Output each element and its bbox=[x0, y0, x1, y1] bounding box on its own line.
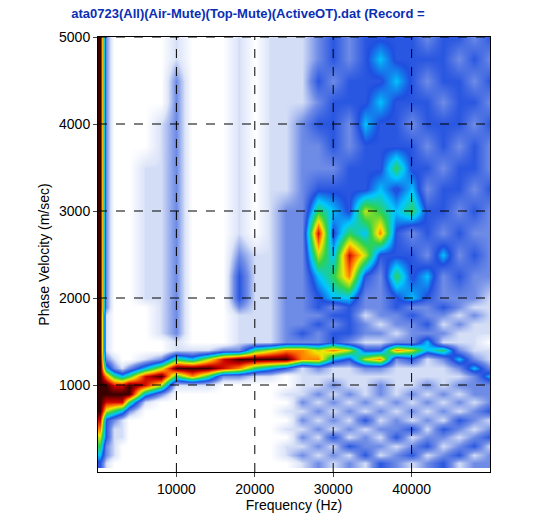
svg-text:40000: 40000 bbox=[392, 481, 431, 497]
svg-text:2000: 2000 bbox=[59, 290, 90, 306]
svg-text:30000: 30000 bbox=[314, 481, 353, 497]
svg-text:Phase Velocity (m/sec): Phase Velocity (m/sec) bbox=[36, 183, 52, 325]
svg-text:5000: 5000 bbox=[59, 29, 90, 45]
svg-text:10000: 10000 bbox=[157, 481, 196, 497]
svg-text:20000: 20000 bbox=[235, 481, 274, 497]
svg-text:Frequency (Hz): Frequency (Hz) bbox=[246, 497, 342, 513]
svg-text:ata0723(All)(Air-Mute)(Top-Mut: ata0723(All)(Air-Mute)(Top-Mute)(ActiveO… bbox=[71, 6, 425, 21]
svg-text:3000: 3000 bbox=[59, 203, 90, 219]
svg-text:1000: 1000 bbox=[59, 377, 90, 393]
svg-text:4000: 4000 bbox=[59, 116, 90, 132]
